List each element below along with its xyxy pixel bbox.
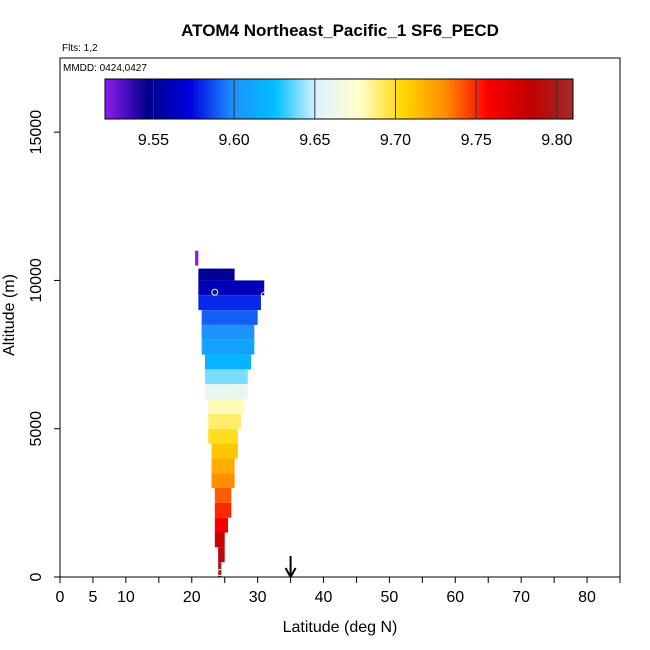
- x-axis: 0 5 10 20 30 40 50 60 70 80: [56, 577, 621, 606]
- data-cell: [195, 250, 199, 266]
- plot-frame: [59, 57, 621, 578]
- x-tick-label: 10: [117, 589, 135, 606]
- y-tick-label: 15000: [28, 110, 45, 155]
- data-cell: [204, 369, 248, 385]
- data-cell: [211, 458, 235, 474]
- colorbar-tick-label: 9.70: [380, 132, 411, 149]
- data-cells: [195, 250, 265, 577]
- colorbar-tick-label: 9.80: [541, 132, 572, 149]
- data-cell: [214, 532, 225, 548]
- x-tick-label: 5: [88, 589, 97, 606]
- x-tick-label: 70: [512, 589, 530, 606]
- data-cell: [208, 399, 245, 414]
- x-tick-label: 40: [315, 589, 333, 606]
- x-tick-label: 20: [183, 589, 201, 606]
- data-cell: [214, 502, 232, 518]
- colorbar-tick-label: 9.65: [299, 132, 330, 149]
- y-tick-label: 5000: [28, 411, 45, 447]
- colorbar-ticks: 9.55 9.60 9.65 9.70 9.75 9.80: [138, 79, 573, 149]
- y-axis-label: Altitude (m): [1, 274, 18, 356]
- data-cell: [214, 517, 228, 533]
- data-cell: [208, 413, 242, 429]
- data-cell: [198, 295, 261, 311]
- data-cell: [198, 268, 235, 281]
- data-point: [211, 288, 219, 296]
- chart-title: ATOM4 Northeast_Pacific_1 SF6_PECD: [181, 21, 499, 40]
- x-tick-label: 0: [56, 589, 65, 606]
- data-cell: [201, 310, 258, 325]
- x-axis-label: Latitude (deg N): [283, 619, 398, 636]
- data-cell: [211, 473, 235, 489]
- y-tick-label: 10000: [28, 258, 45, 303]
- marker-arrow-head: [284, 567, 297, 580]
- data-cell: [218, 547, 225, 563]
- y-axis: 0 5000 10000 15000: [28, 110, 60, 581]
- data-cell: [204, 384, 248, 400]
- data-cell: [198, 280, 265, 296]
- data-cell: [201, 339, 255, 355]
- data-point: [216, 569, 224, 577]
- x-tick-label: 50: [381, 589, 399, 606]
- colorbar: 9.55 9.60 9.65 9.70 9.75 9.80: [104, 78, 574, 149]
- colorbar-tick-label: 9.55: [138, 132, 169, 149]
- data-cell: [201, 324, 255, 340]
- y-tick-label: 0: [28, 572, 45, 581]
- x-tick-label: 60: [446, 589, 464, 606]
- date-label: MMDD: 0424,0427: [63, 63, 147, 74]
- data-point: [260, 291, 268, 299]
- colorbar-tick-label: 9.75: [461, 132, 492, 149]
- data-cell: [208, 428, 238, 444]
- x-tick-label: 30: [249, 589, 267, 606]
- latitude-marker-arrow: [284, 556, 297, 580]
- data-cell: [214, 488, 232, 503]
- flights-label: Flts: 1,2: [62, 43, 98, 54]
- data-cell: [204, 354, 252, 370]
- data-points: [211, 288, 268, 577]
- data-cell: [211, 443, 238, 459]
- x-tick-label: 80: [578, 589, 596, 606]
- colorbar-gradient: [104, 78, 574, 120]
- colorbar-tick-label: 9.60: [219, 132, 250, 149]
